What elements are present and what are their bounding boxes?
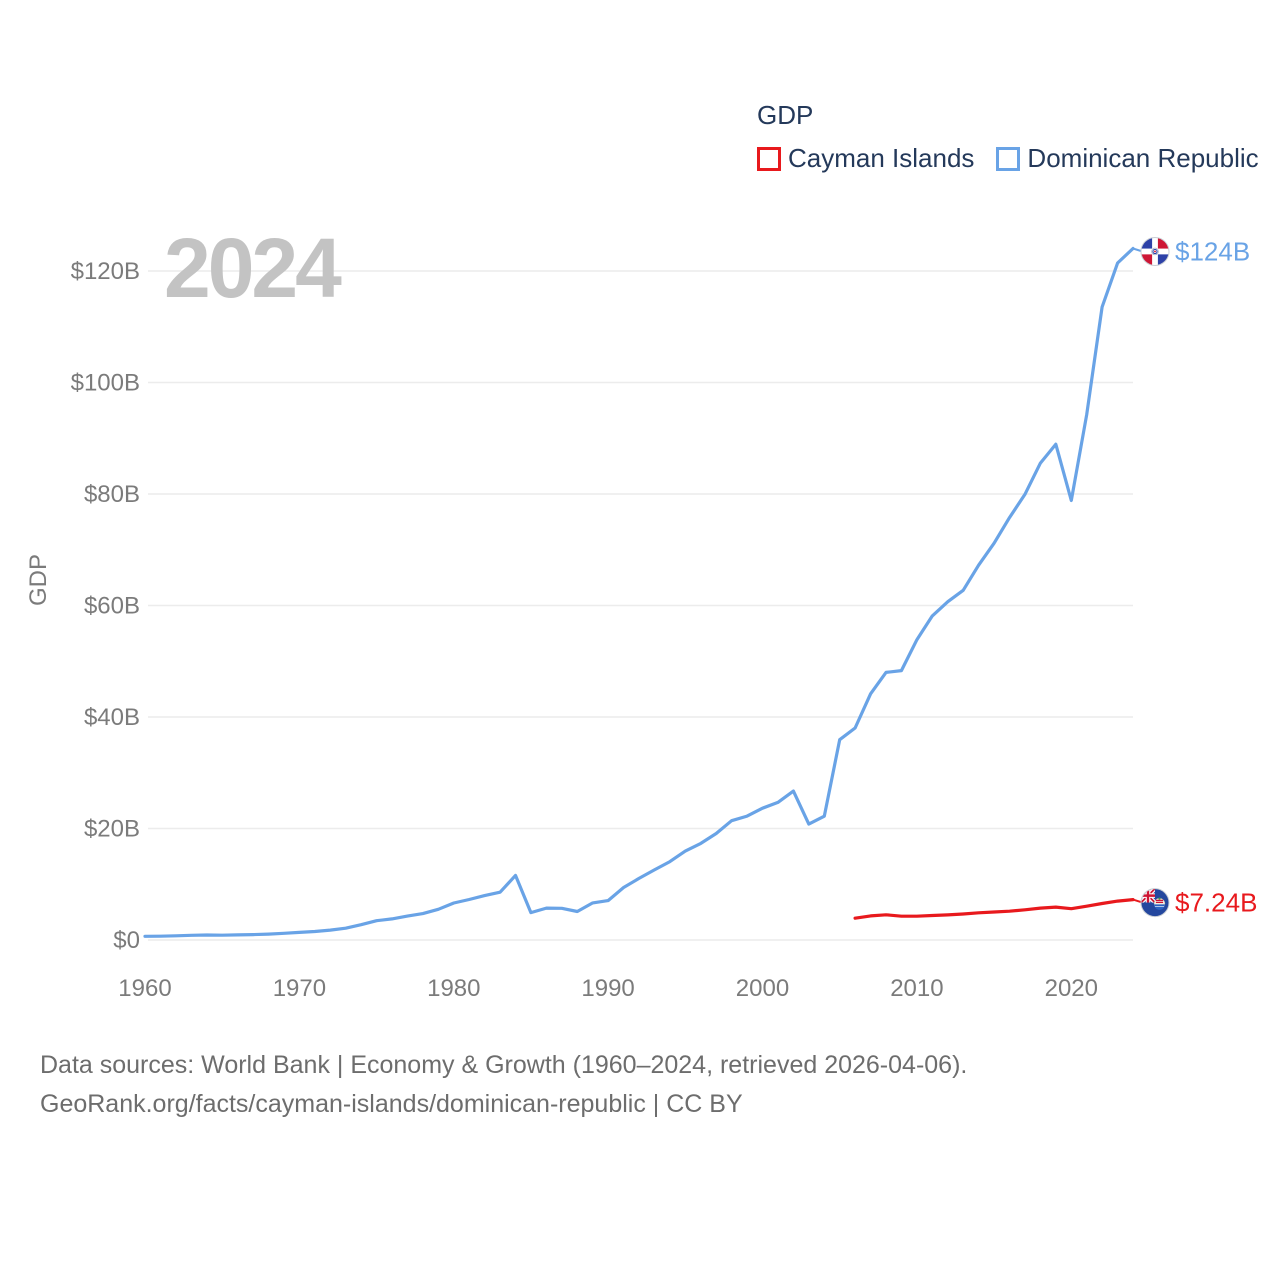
- y-axis-title: GDP: [25, 554, 52, 606]
- cayman-islands-end-value-label: $7.24B: [1175, 888, 1257, 918]
- x-tick-label: 1990: [581, 975, 634, 1002]
- x-tick-label: 2020: [1045, 975, 1098, 1002]
- y-tick-label: $0: [113, 927, 140, 954]
- y-tick-label: $60B: [84, 593, 140, 620]
- y-tick-label: $120B: [71, 258, 140, 285]
- legend-swatch-dominican-republic: [996, 146, 1021, 171]
- x-tick-label: 1970: [273, 975, 326, 1002]
- legend-swatch-cayman-islands: [757, 146, 781, 171]
- dominican-republic-flag-icon: [1141, 237, 1169, 266]
- legend: GDP Cayman Islands Dominican Republic: [757, 100, 1259, 174]
- x-tick-label: 2000: [736, 975, 789, 1002]
- cayman-islands-series-line: [853, 897, 1135, 920]
- legend-item-label: Cayman Islands: [788, 143, 975, 173]
- dominican-republic-end-value-label: $124B: [1175, 237, 1250, 267]
- y-tick-label: $100B: [71, 370, 140, 397]
- footer-attribution: GeoRank.org/facts/cayman-islands/dominic…: [40, 1090, 743, 1118]
- footer: Data sources: World Bank | Economy & Gro…: [40, 1046, 967, 1124]
- y-tick-label: $40B: [84, 704, 140, 731]
- dominican-republic-label-connector: [1132, 247, 1142, 252]
- legend-item-cayman-islands[interactable]: Cayman Islands: [757, 143, 974, 174]
- legend-item-label: Dominican Republic: [1027, 143, 1259, 173]
- x-tick-label: 1960: [118, 975, 171, 1002]
- cayman-islands-flag-ring: [1140, 888, 1170, 918]
- legend-item-dominican-republic[interactable]: Dominican Republic: [996, 143, 1259, 174]
- cayman-islands-label-connector: [1132, 898, 1142, 904]
- watermark-year: 2024: [164, 221, 342, 315]
- dominican-republic-flag-ring: [1140, 236, 1170, 266]
- dominican-republic-series-line: [143, 246, 1135, 938]
- x-tick-label: 2010: [890, 975, 943, 1002]
- legend-items: Cayman Islands Dominican Republic: [757, 143, 1259, 174]
- y-tick-label: $80B: [84, 481, 140, 508]
- x-tick-label: 1980: [427, 975, 480, 1002]
- legend-title: GDP: [757, 100, 814, 130]
- footer-data-sources: Data sources: World Bank | Economy & Gro…: [40, 1051, 968, 1079]
- y-tick-label: $20B: [84, 816, 140, 843]
